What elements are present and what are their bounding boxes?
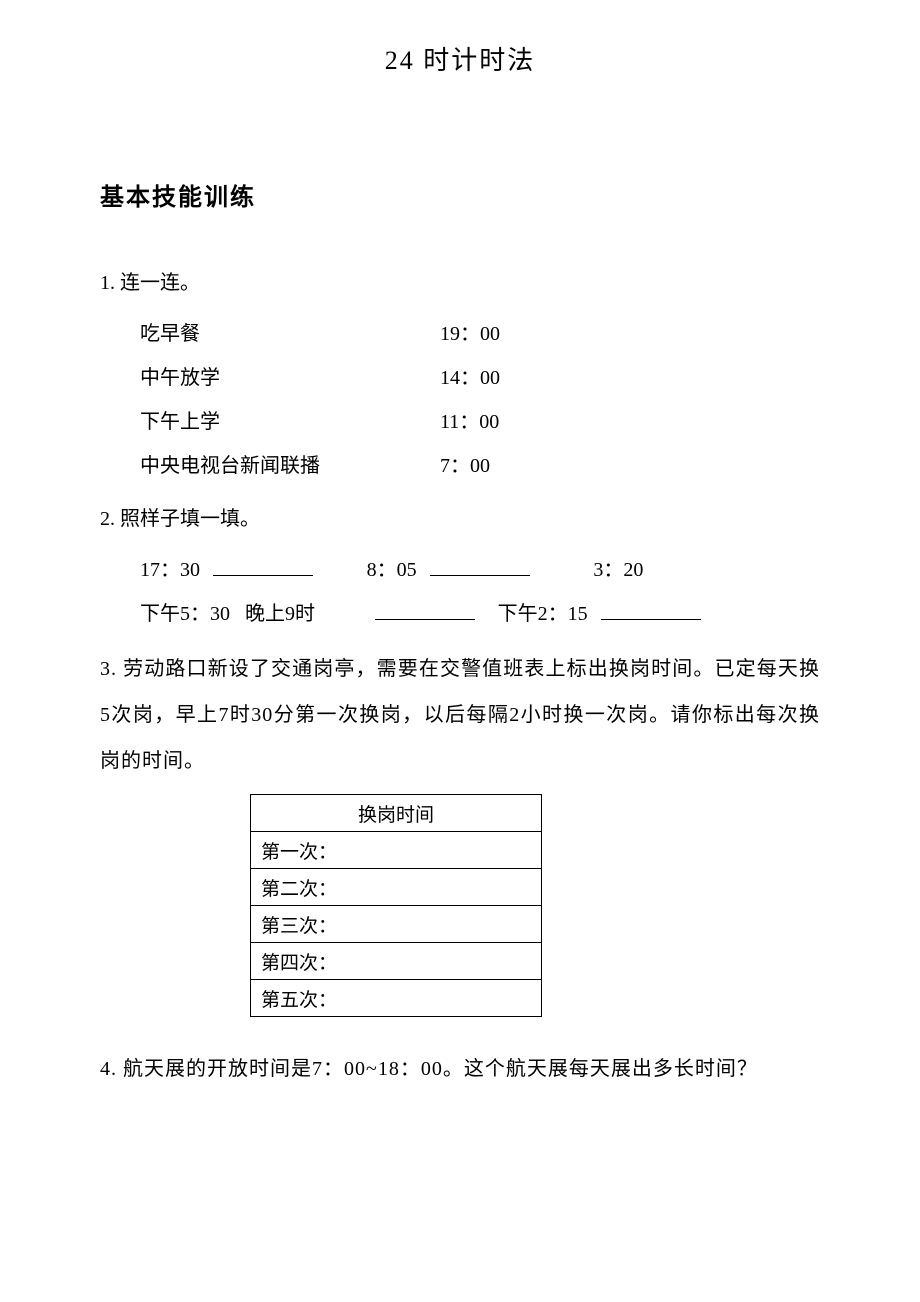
fill-cell: 8：05: [367, 548, 594, 592]
question-4: 4. 航天展的开放时间是7：00~18：00。这个航天展每天展出多长时间？: [100, 1047, 820, 1091]
q2-number: 2.: [100, 508, 115, 530]
match-row: 中午放学 14：00: [100, 356, 820, 400]
q1-label: 连一连。: [120, 272, 200, 294]
match-right: 19：00: [440, 312, 560, 356]
fill-cell: 下午5：30 晚上9时: [140, 592, 367, 636]
match-row: 吃早餐 19：00: [100, 312, 820, 356]
match-left: 下午上学: [140, 400, 440, 444]
worksheet-page: 24 时计时法 基本技能训练 1. 连一连。 吃早餐 19：00 中午放学 14…: [0, 0, 920, 1302]
match-left: 吃早餐: [140, 312, 440, 356]
fill-cell: 3：20: [593, 548, 820, 592]
fill-given: 8：05: [367, 559, 417, 581]
blank-line[interactable]: [430, 555, 530, 576]
blank-line[interactable]: [601, 599, 701, 620]
fill-given: 晚上9时: [245, 603, 315, 625]
fill-row-1: 17：30 8：05 3：20: [140, 548, 820, 592]
shift-cell[interactable]: 第二次：: [251, 869, 542, 906]
blank-line[interactable]: [375, 599, 475, 620]
table-row: 第五次：: [251, 980, 542, 1017]
shift-table: 换岗时间 第一次： 第二次： 第三次： 第四次： 第五次：: [250, 794, 542, 1017]
fill-given: 3：20: [593, 559, 643, 581]
fill-cell: [593, 592, 820, 636]
fill-given: 下午5：30: [140, 603, 230, 625]
fill-row-2: 下午5：30 晚上9时 下午2：15: [140, 592, 820, 636]
q1-number: 1.: [100, 272, 115, 294]
question-3: 3. 劳动路口新设了交通岗亭，需要在交警值班表上标出换岗时间。已定每天换5次岗，…: [100, 646, 820, 784]
shift-cell[interactable]: 第五次：: [251, 980, 542, 1017]
match-right: 7：00: [440, 444, 560, 488]
shift-cell[interactable]: 第四次：: [251, 943, 542, 980]
table-header: 换岗时间: [251, 795, 542, 832]
page-title: 24 时计时法: [100, 40, 820, 77]
match-row: 中央电视台新闻联播 7：00: [100, 444, 820, 488]
match-right: 11：00: [440, 400, 560, 444]
question-1: 1. 连一连。: [100, 262, 820, 304]
table-row: 第四次：: [251, 943, 542, 980]
q3-number: 3.: [100, 658, 117, 680]
table-row: 第三次：: [251, 906, 542, 943]
match-left: 中午放学: [140, 356, 440, 400]
fill-grid: 17：30 8：05 3：20 下午5：30 晚上9时 下午2：15: [100, 548, 820, 636]
question-2: 2. 照样子填一填。: [100, 498, 820, 540]
q3-text: 劳动路口新设了交通岗亭，需要在交警值班表上标出换岗时间。已定每天换5次岗，早上7…: [100, 658, 820, 772]
table-row: 第一次：: [251, 832, 542, 869]
fill-cell: 下午2：15: [367, 592, 594, 636]
shift-cell[interactable]: 第一次：: [251, 832, 542, 869]
match-row: 下午上学 11：00: [100, 400, 820, 444]
match-left: 中央电视台新闻联播: [140, 444, 440, 488]
table-row: 第二次：: [251, 869, 542, 906]
shift-cell[interactable]: 第三次：: [251, 906, 542, 943]
blank-line[interactable]: [213, 555, 313, 576]
q4-text: 航天展的开放时间是7：00~18：00。这个航天展每天展出多长时间？: [123, 1058, 758, 1080]
match-right: 14：00: [440, 356, 560, 400]
q2-label: 照样子填一填。: [120, 508, 260, 530]
fill-given: 下午2：15: [498, 603, 588, 625]
fill-given: 17：30: [140, 559, 200, 581]
fill-cell: 17：30: [140, 548, 367, 592]
q4-number: 4.: [100, 1058, 117, 1080]
table-header-row: 换岗时间: [251, 795, 542, 832]
section-header: 基本技能训练: [100, 177, 820, 212]
